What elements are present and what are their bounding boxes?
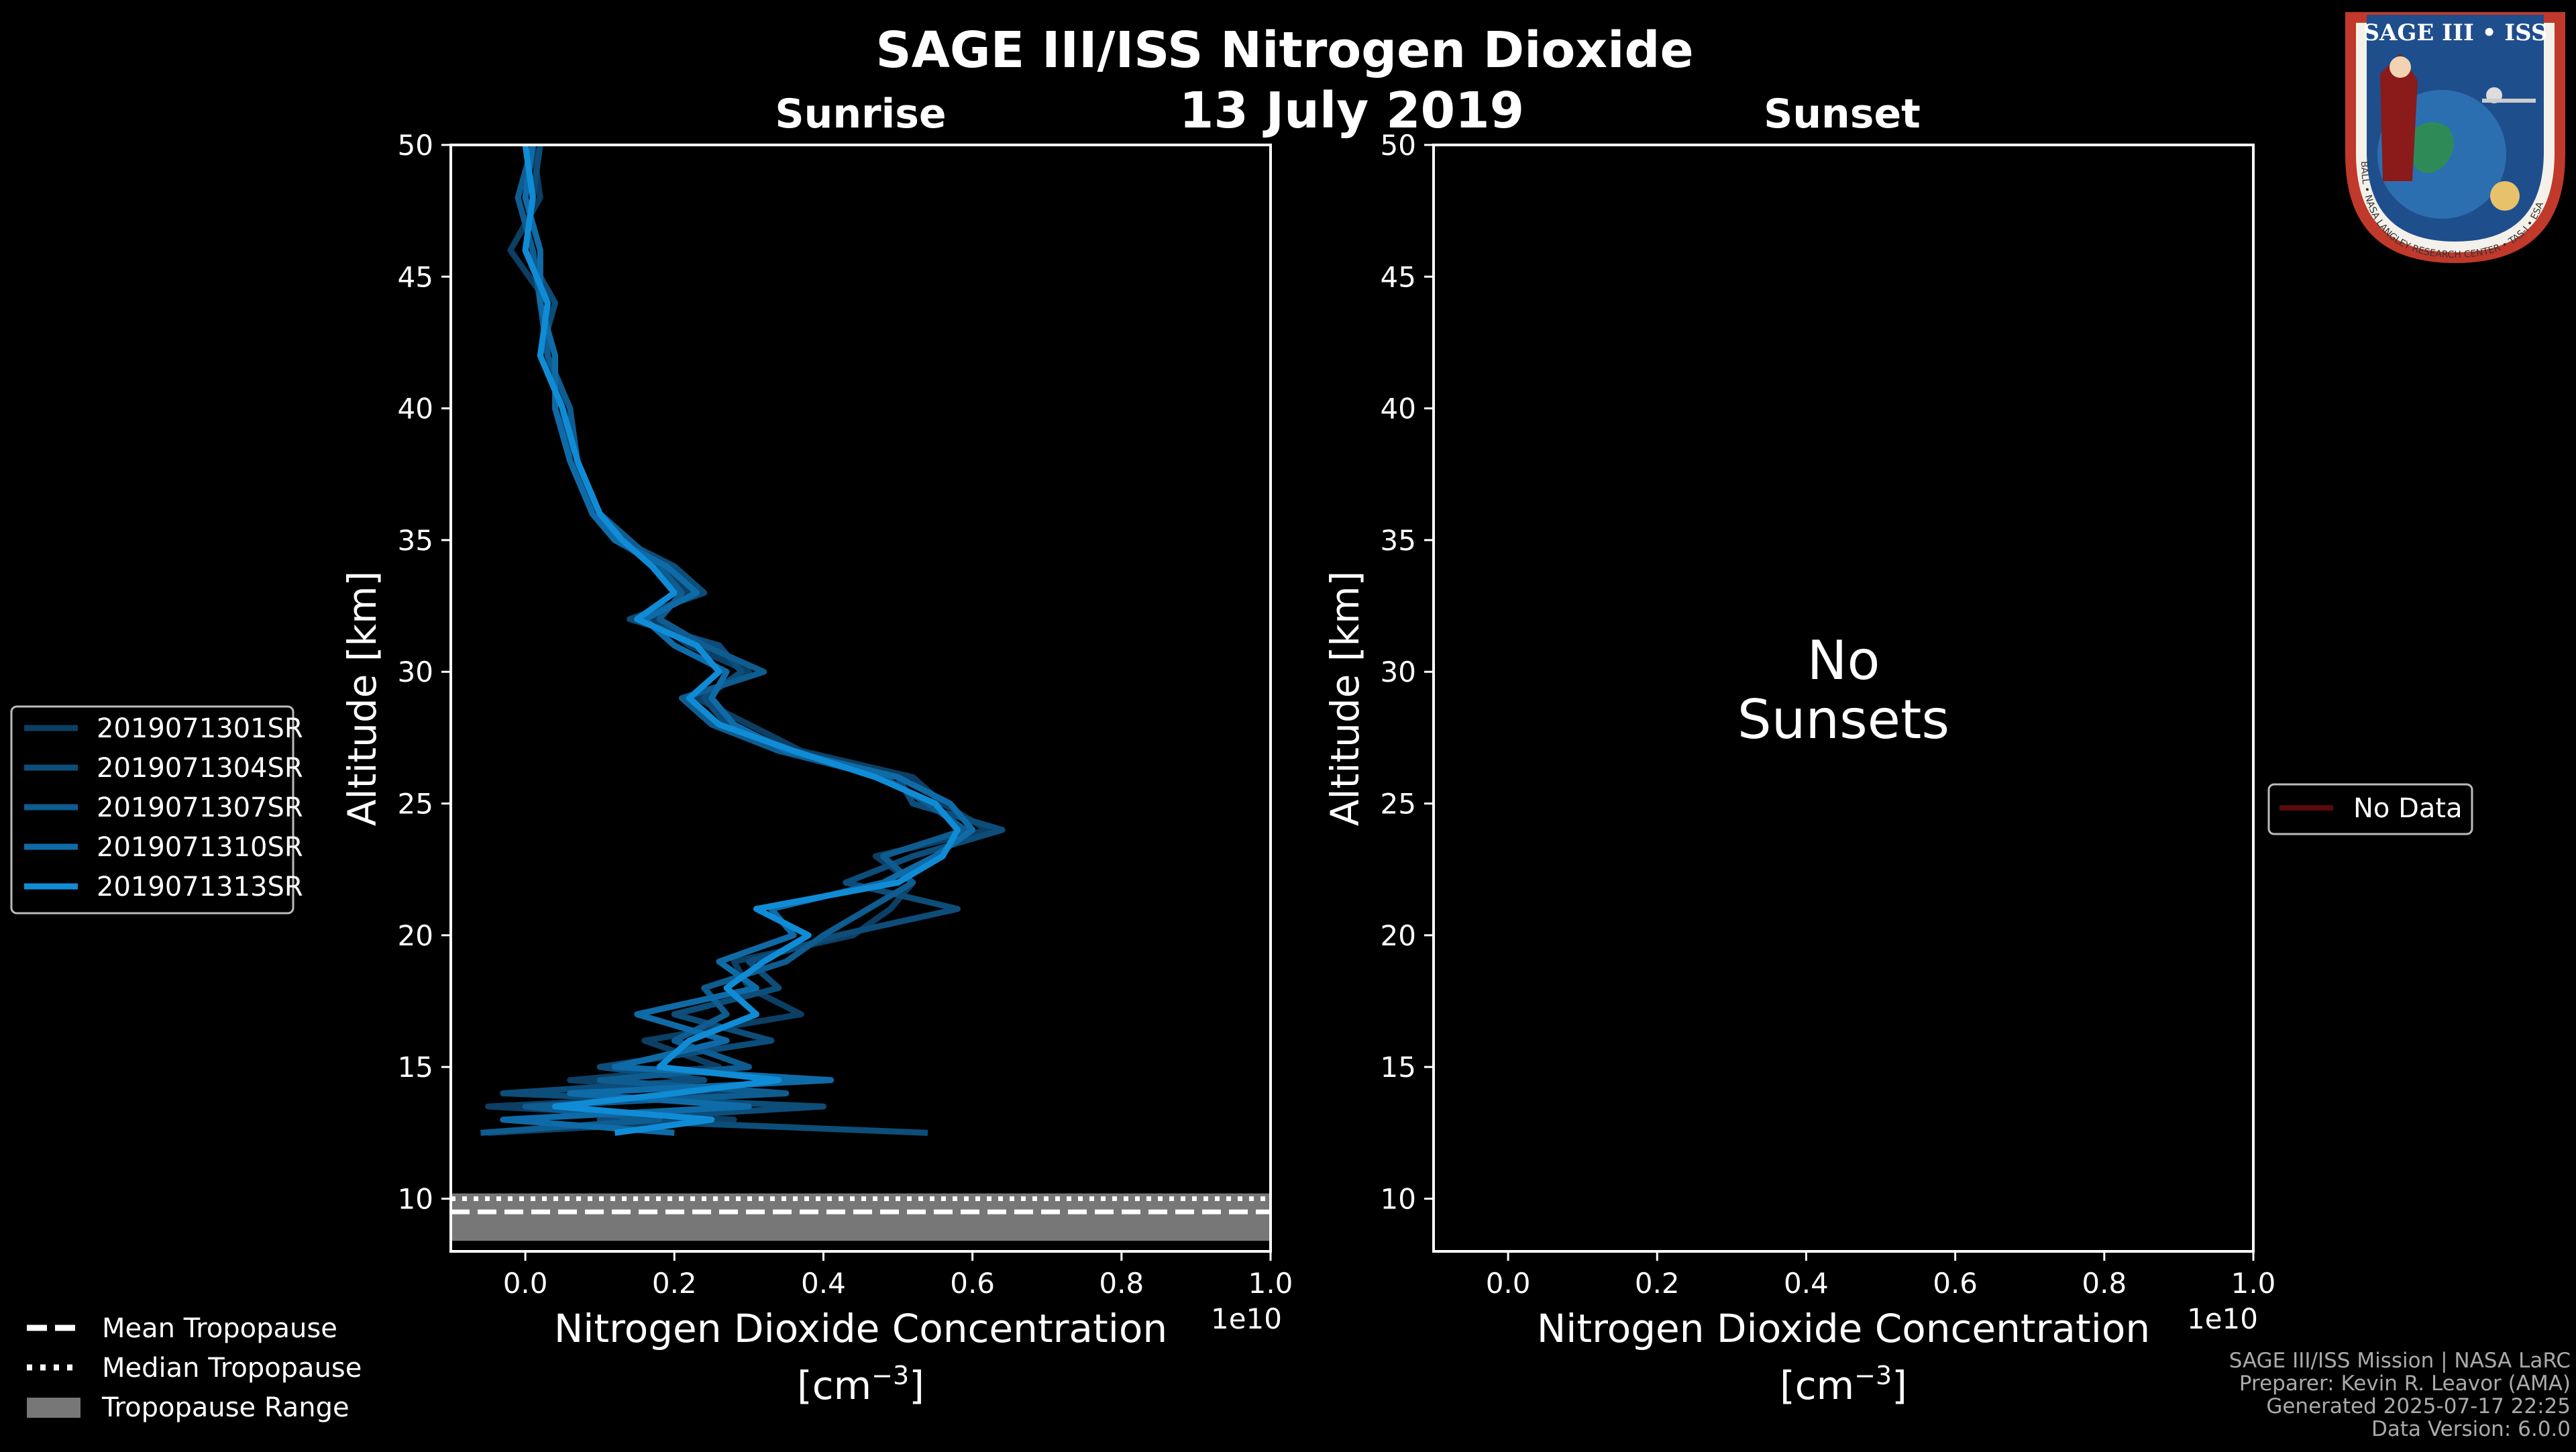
patch-figure-robe [2380,54,2418,181]
sunset-y-tick-label: 15 [1381,1051,1416,1084]
legend-label-2019071301SR: 2019071301SR [97,713,303,744]
sunrise-y-tick-label: 35 [398,524,433,557]
sunset-x-ticks: 0.0 0.2 0.4 0.6 0.8 1.0 [1486,1251,2276,1300]
tropopause-range-legend-label: Tropopause Range [101,1392,350,1423]
sunrise-x-tick-label: 0.2 [652,1267,697,1300]
profile-line-2019071313SR [522,145,961,1136]
no-data-legend-label: No Data [2353,793,2463,824]
sunrise-x-ticks: 0.0 0.2 0.4 0.6 0.8 1.0 [503,1251,1293,1300]
sunrise-plot: 0.0 0.2 0.4 0.6 0.8 1.0 10 15 20 25 30 35 40 45 50 Ni… [339,129,1293,1408]
sunrise-x-tick-label: 1.0 [1248,1267,1293,1300]
sunset-axes-frame [1432,144,2255,1253]
sunset-x-tick-label: 1.0 [2231,1267,2276,1300]
sage-iii-iss-patch-logo: SAGE III • ISS BALL • NASA LANGLEY RESEA… [2345,12,2565,263]
sunset-y-tick-label: 30 [1381,656,1416,688]
sunset-y-tick-label: 10 [1381,1182,1416,1215]
legend-label-2019071304SR: 2019071304SR [97,753,303,784]
sunrise-y-ticks: 10 15 20 25 30 35 40 45 50 [398,129,451,1215]
sunset-panel-title: Sunset [1764,91,1921,138]
sunset-y-tick-label: 40 [1381,393,1416,425]
sunset-x-tick-label: 0.6 [1933,1267,1978,1300]
patch-sun [2490,181,2520,211]
sunset-y-axis-label: Altitude [km] [1322,571,1368,826]
patch-figure-head [2390,56,2411,78]
sunset-x-tick-label: 0.2 [1635,1267,1680,1300]
tropopause-range-legend-swatch [27,1398,80,1418]
sunrise-y-axis-label: Altitude [km] [339,571,385,826]
sunrise-x-axis-unit: [cm−3] [797,1361,924,1408]
no-sunsets-line-1: No [1807,629,1880,692]
sunrise-x-axis-label: Nitrogen Dioxide Concentration [554,1306,1167,1351]
mean-tropopause-legend-label: Mean Tropopause [102,1313,337,1344]
sunrise-y-tick-label: 30 [398,656,433,688]
sunrise-y-tick-label: 10 [398,1182,433,1215]
legend-label-2019071313SR: 2019071313SR [97,872,303,902]
sunset-x-tick-label: 0.0 [1486,1267,1531,1300]
sunrise-y-tick-label: 15 [398,1051,433,1084]
sunrise-y-tick-label: 50 [398,129,433,162]
sunrise-x-offset-label: 1e10 [1211,1302,1282,1335]
sunset-y-ticks: 10 15 20 25 30 35 40 45 50 [1381,129,1434,1215]
sunrise-x-tick-label: 0.0 [503,1267,548,1300]
tropopause-legend: Mean Tropopause Median Tropopause Tropop… [27,1313,362,1423]
sunrise-y-tick-label: 45 [398,260,433,293]
profile-line-2019071301SR [485,145,991,1136]
sunrise-legend-box [10,705,294,915]
median-tropopause-legend-label: Median Tropopause [102,1353,362,1384]
sunset-legend-box [2267,783,2473,835]
patch-continent [2408,122,2454,173]
sunset-legend: No Data [2267,783,2473,835]
patch-header-band [2367,15,2544,47]
sunset-x-axis-label: Nitrogen Dioxide Concentration [1537,1306,2150,1351]
profile-line-2019071307SR [480,145,969,1136]
patch-title: SAGE III • ISS [2363,19,2547,46]
footer-line-version: Data Version: 6.0.0 [2371,1417,2571,1441]
sunset-y-tick-label: 20 [1381,919,1416,952]
sunset-x-tick-label: 0.4 [1784,1267,1829,1300]
legend-label-2019071310SR: 2019071310SR [97,832,303,863]
footer-credits: SAGE III/ISS Mission | NASA LaRC Prepare… [2229,1349,2571,1441]
sunrise-y-tick-label: 25 [398,788,433,821]
footer-line-generated: Generated 2025-07-17 22:25 [2266,1394,2571,1418]
sunset-y-tick-label: 25 [1381,788,1416,821]
sunrise-profiles [480,145,1006,1136]
footer-line-preparer: Preparer: Kevin R. Leavor (AMA) [2239,1371,2571,1396]
sunset-y-tick-label: 50 [1381,129,1416,162]
sunrise-panel-title: Sunrise [775,91,946,138]
figure-date: 13 July 2019 [1179,82,1524,140]
sunset-plot: 0.0 0.2 0.4 0.6 0.8 1.0 10 15 20 25 30 35 40 45 50 No… [1322,129,2275,1408]
footer-line-mission: SAGE III/ISS Mission | NASA LaRC [2229,1349,2571,1373]
sunset-x-axis-unit: [cm−3] [1780,1361,1907,1408]
sunrise-legend: 2019071301SR 2019071304SR 2019071307SR 2019… [10,705,303,915]
sunrise-y-tick-label: 40 [398,393,433,425]
profile-line-2019071310SR [500,145,976,1136]
sunrise-x-tick-label: 0.4 [801,1267,846,1300]
sunrise-x-tick-label: 0.8 [1099,1267,1144,1300]
legend-label-2019071307SR: 2019071307SR [97,792,303,823]
sunrise-axes-frame [449,144,1272,1253]
sunset-x-tick-label: 0.8 [2082,1267,2127,1300]
no-sunsets-line-2: Sunsets [1737,688,1949,751]
sunset-y-tick-label: 45 [1381,260,1416,293]
tropopause-markers [451,1193,1271,1241]
tropopause-range-band [451,1193,1271,1241]
sunrise-x-tick-label: 0.6 [950,1267,995,1300]
sunrise-y-tick-label: 20 [398,919,433,952]
figure-title: SAGE III/ISS Nitrogen Dioxide [875,21,1693,79]
sunset-y-tick-label: 35 [1381,524,1416,557]
sunset-x-offset-label: 1e10 [2187,1302,2258,1335]
